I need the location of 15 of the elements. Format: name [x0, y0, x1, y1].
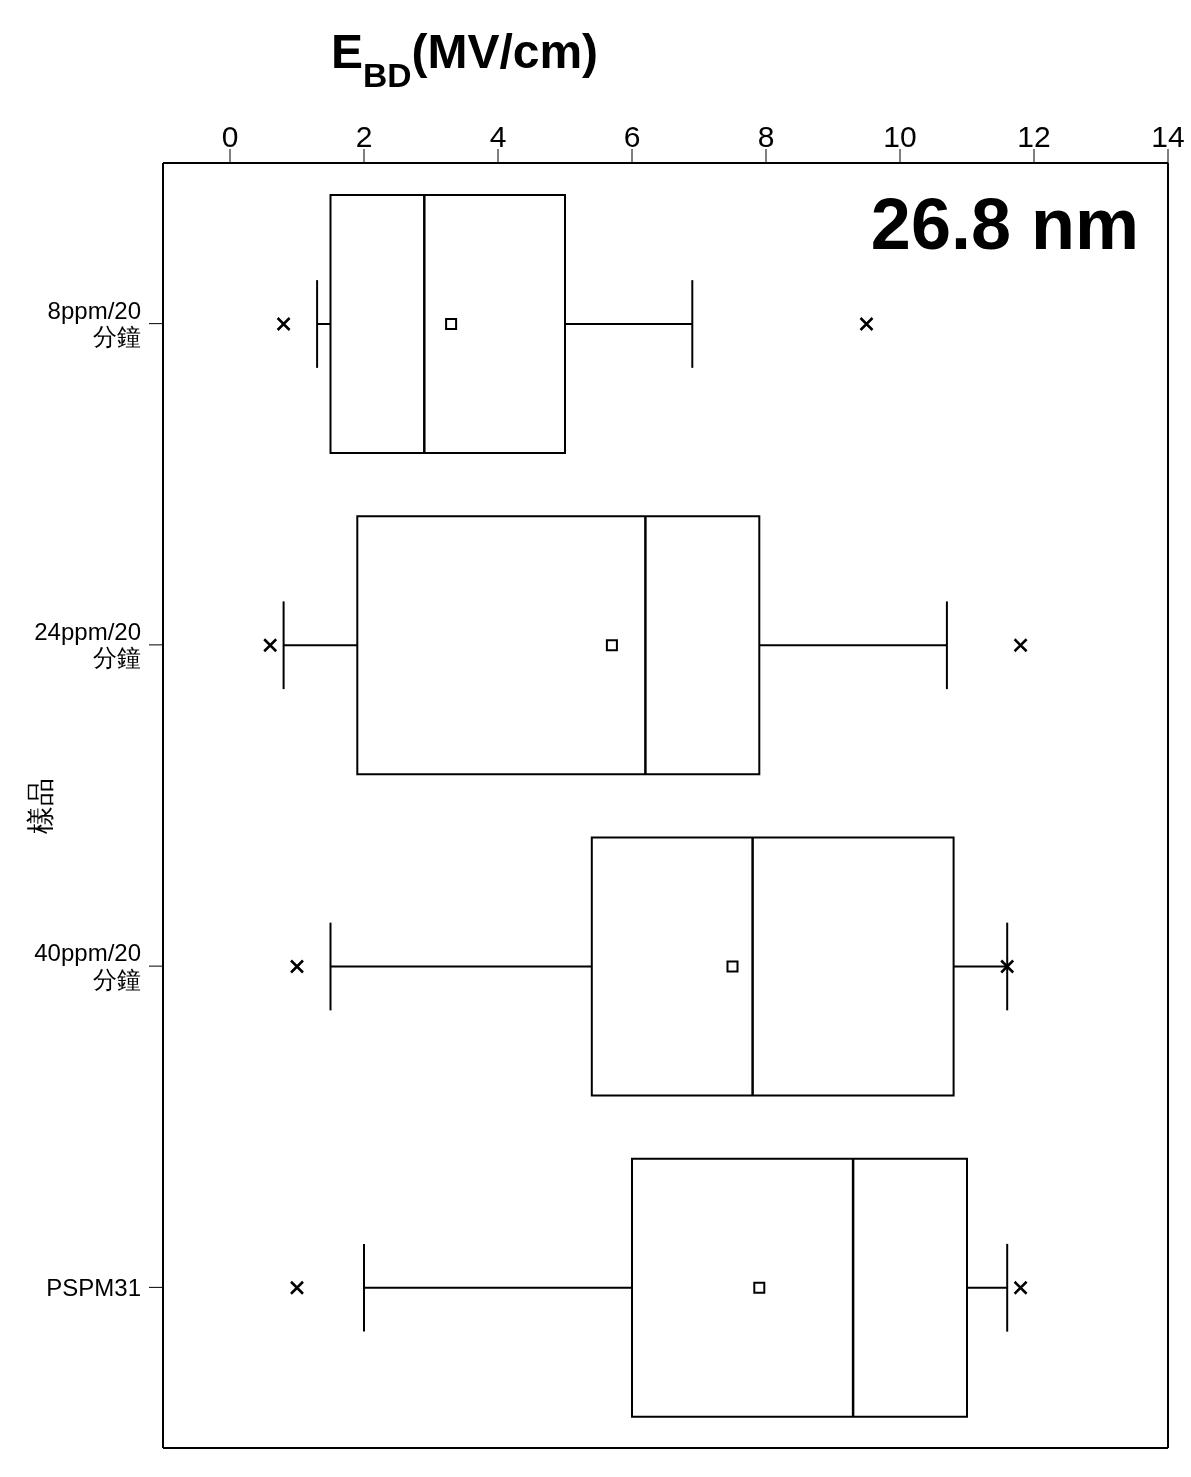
- x-tick-label: 2: [355, 120, 373, 153]
- y-tick-label: 40ppm/20 分鐘: [34, 939, 141, 993]
- x-tick-label: 4: [489, 120, 507, 153]
- y-tick-label: PSPM31: [46, 1273, 141, 1301]
- x-tick-label: 0: [221, 120, 239, 153]
- x-axis-title: E$_{BD}$(MV/cm): [330, 25, 599, 94]
- x-tick-label: 14: [1151, 120, 1185, 153]
- y-axis-title: 樣品: [24, 777, 56, 834]
- chart-title: 26.8 nm: [870, 183, 1139, 265]
- y-tick-label: 8ppm/20 分鐘: [47, 296, 141, 351]
- x-tick-label: 6: [623, 120, 641, 153]
- x-tick-label: 12: [1017, 120, 1051, 153]
- y-tick-label: 24ppm/20 分鐘: [34, 618, 141, 672]
- x-tick-label: 8: [757, 120, 775, 153]
- x-tick-label: 10: [883, 120, 917, 153]
